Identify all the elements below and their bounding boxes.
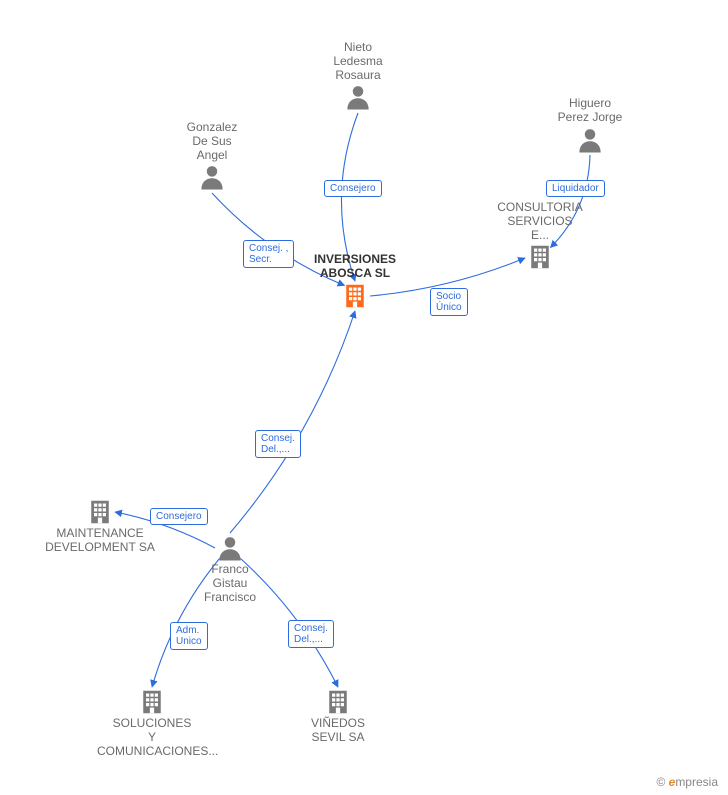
edge-label-franco-vinedos: Consej.Del.,... [288,620,334,648]
company-node-maint[interactable]: MAINTENANCEDEVELOPMENT SA [45,497,155,555]
edge-label-nieto-center: Consejero [324,180,382,197]
footer-credit: © empresia [656,775,718,789]
edge-label-franco-soluc: Adm.Unico [170,622,208,650]
person-node-gonzalez[interactable]: GonzalezDe SusAngel [157,121,267,192]
network-diagram: { "canvas": { "width": 728, "height": 79… [0,0,728,795]
edge-franco-center [230,311,355,533]
node-label: GonzalezDe SusAngel [157,121,267,162]
node-label: INVERSIONESABOSCA SL [300,253,410,281]
company-node-consult[interactable]: CONSULTORIASERVICIOSE... [485,201,595,272]
edge-label-franco-center: Consej.Del.,... [255,430,301,458]
company-node-soluc[interactable]: SOLUCIONESYCOMUNICACIONES... [97,687,207,758]
company-node-center[interactable]: INVERSIONESABOSCA SL [300,253,410,311]
person-node-nieto[interactable]: NietoLedesmaRosaura [303,41,413,112]
node-label: SOLUCIONESYCOMUNICACIONES... [97,717,207,758]
node-label: MAINTENANCEDEVELOPMENT SA [45,527,155,555]
edge-label-franco-maint: Consejero [150,508,208,525]
node-label: HigueroPerez Jorge [535,97,645,125]
edge-label-gonzalez-center: Consej. ,Secr. [243,240,294,268]
node-label: NietoLedesmaRosaura [303,41,413,82]
node-label: CONSULTORIASERVICIOSE... [485,201,595,242]
person-node-higuero[interactable]: HigueroPerez Jorge [535,97,645,155]
company-node-vinedos[interactable]: VIÑEDOSSEVIL SA [283,687,393,745]
node-label: VIÑEDOSSEVIL SA [283,717,393,745]
copyright-symbol: © [656,775,665,789]
brand-rest: mpresia [675,775,718,789]
person-node-franco[interactable]: FrancoGistauFrancisco [175,533,285,604]
edge-label-center-consult: SocioÚnico [430,288,468,316]
node-label: FrancoGistauFrancisco [175,563,285,604]
edge-label-higuero-consult: Liquidador [546,180,605,197]
